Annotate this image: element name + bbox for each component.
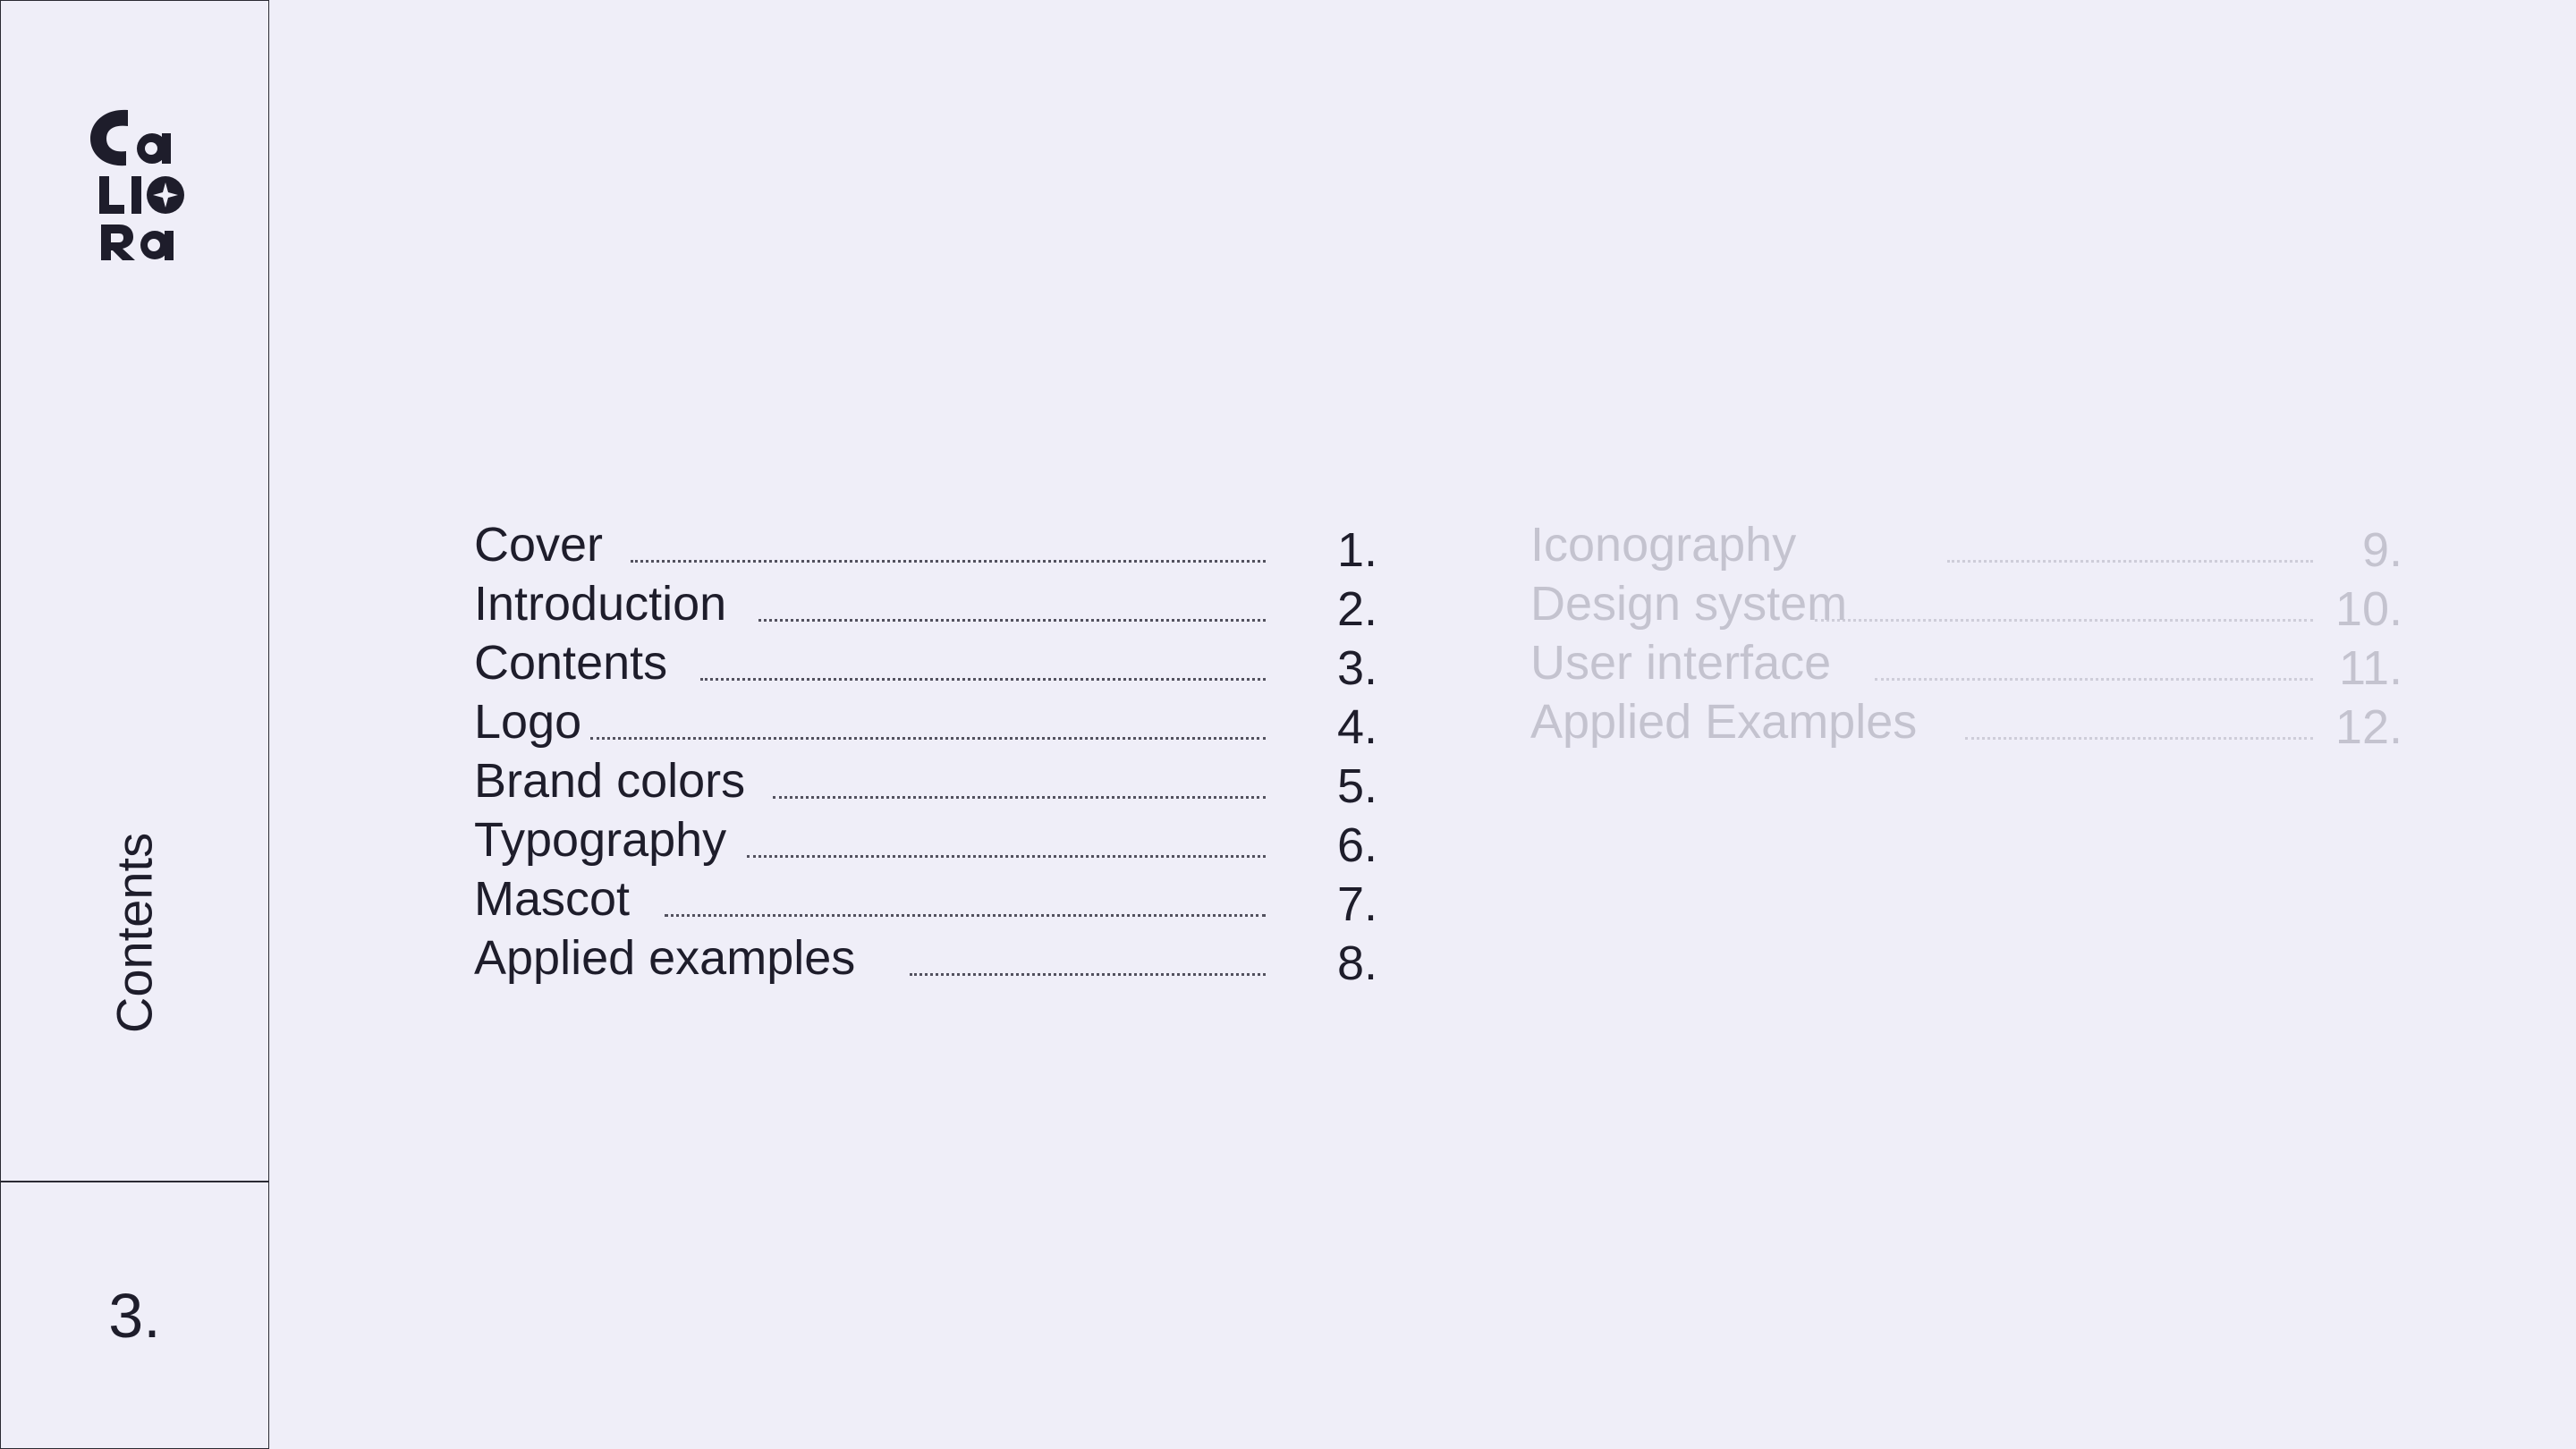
toc-entry-title: Brand colors <box>474 754 746 808</box>
toc-dot-leader <box>1947 560 2313 563</box>
toc-dot-leader <box>747 855 1266 858</box>
toc-entry[interactable]: Introduction 2. <box>474 574 1377 636</box>
toc-entry[interactable]: Typography 6. <box>474 810 1377 872</box>
toc-entry[interactable]: Applied examples 8. <box>474 928 1377 990</box>
toc-dot-leader <box>1965 737 2313 740</box>
toc-entry-page: 6. <box>1336 818 1377 872</box>
toc-entry-disabled: Applied Examples 12. <box>1530 692 2402 754</box>
toc-dot-leader <box>758 619 1266 622</box>
toc-entry[interactable]: Mascot 7. <box>474 869 1377 931</box>
toc-dot-leader <box>773 796 1266 799</box>
toc-entry[interactable]: Contents 3. <box>474 633 1377 695</box>
section-label: Contents <box>106 832 163 1034</box>
toc-dot-leader <box>910 973 1266 976</box>
toc-entry[interactable]: Cover 1. <box>474 515 1377 577</box>
toc-entry-page: 4. <box>1336 700 1377 754</box>
toc-entry-disabled: User interface 11. <box>1530 633 2402 695</box>
toc-entry-title: Mascot <box>474 872 631 926</box>
brand-logo <box>87 99 185 269</box>
toc-entry-title: Logo <box>474 695 582 749</box>
toc-entry-title: Iconography <box>1530 518 1797 572</box>
toc-entry-title: Contents <box>474 636 668 690</box>
toc-dot-leader <box>1875 678 2313 681</box>
toc-entry[interactable]: Brand colors 5. <box>474 751 1377 813</box>
sidebar: Contents 3. <box>0 0 269 1449</box>
toc-entry-title: Design system <box>1530 577 1848 631</box>
toc-entry-title: Applied Examples <box>1530 695 1918 749</box>
contents-list-inactive: Iconography 9. Design system 10. User in… <box>1530 515 2402 754</box>
toc-entry-title: Introduction <box>474 577 727 631</box>
toc-entry-page: 7. <box>1336 877 1377 931</box>
toc-entry-title: Cover <box>474 518 604 572</box>
toc-entry-page: 1. <box>1336 523 1377 577</box>
page-number: 3. <box>108 1281 161 1351</box>
toc-entry[interactable]: Logo 4. <box>474 692 1377 754</box>
toc-dot-leader <box>700 678 1266 681</box>
caliora-logo-icon <box>90 109 184 260</box>
toc-entry-page: 8. <box>1336 936 1377 990</box>
sidebar-divider <box>1 1181 268 1182</box>
toc-entry-page: 2. <box>1336 582 1377 636</box>
toc-dot-leader <box>590 737 1266 740</box>
contents-list-active: Cover 1. Introduction 2. Contents 3. Log… <box>474 515 1377 990</box>
toc-entry-disabled: Design system 10. <box>1530 574 2402 636</box>
toc-entry-page: 10. <box>2334 582 2402 636</box>
toc-entry-page: 9. <box>2361 523 2402 577</box>
toc-dot-leader <box>631 560 1266 563</box>
toc-entry-page: 3. <box>1336 641 1377 695</box>
toc-entry-page: 11. <box>2338 641 2402 695</box>
toc-entry-page: 12. <box>2334 700 2402 754</box>
toc-entry-title: Applied examples <box>474 931 856 985</box>
toc-entry-title: Typography <box>474 813 727 867</box>
toc-dot-leader <box>665 914 1266 917</box>
toc-dot-leader <box>1815 619 2313 622</box>
toc-entry-title: User interface <box>1530 636 1832 690</box>
toc-entry-page: 5. <box>1336 759 1377 813</box>
toc-entry-disabled: Iconography 9. <box>1530 515 2402 577</box>
